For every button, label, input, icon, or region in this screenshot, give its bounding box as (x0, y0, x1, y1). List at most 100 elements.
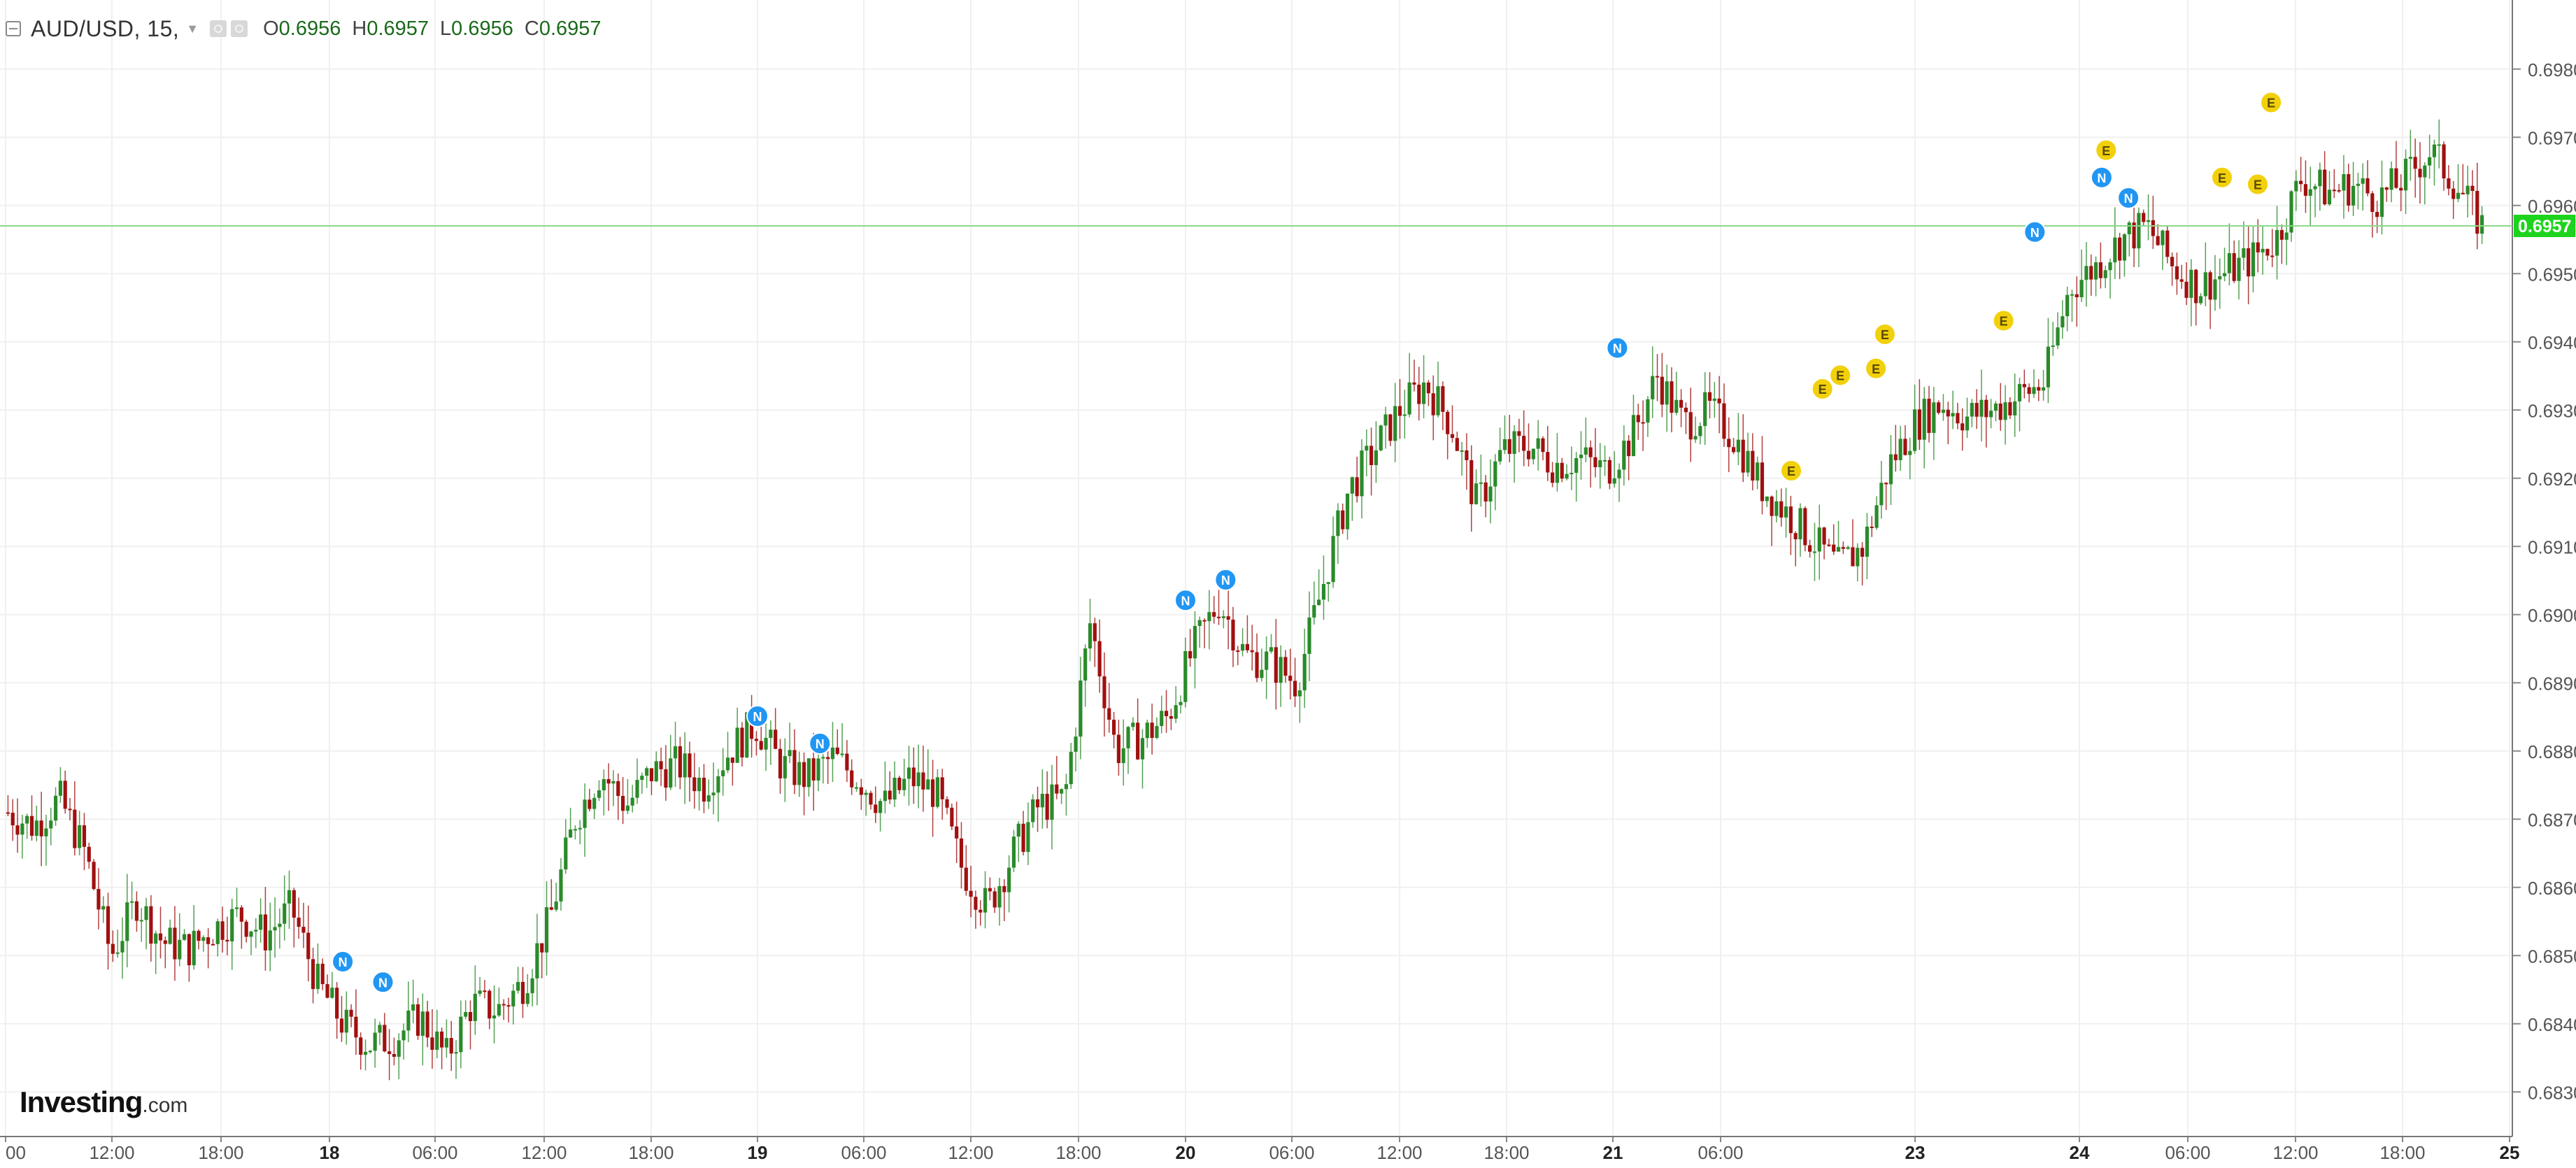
economic-event-icon[interactable] (1873, 323, 1896, 346)
candle-body (864, 792, 868, 795)
candle-body (2275, 229, 2279, 256)
economic-event-icon[interactable] (1992, 309, 2015, 332)
candle-body (53, 795, 58, 821)
candle-body (292, 890, 296, 918)
news-event-icon[interactable] (2117, 187, 2140, 209)
economic-event-icon[interactable] (1865, 357, 1888, 380)
candle-body (1288, 676, 1293, 681)
candle-body (10, 813, 15, 826)
settings-icon[interactable] (210, 20, 227, 37)
candle-body (254, 930, 258, 932)
candle-body (2227, 252, 2231, 273)
economic-event-icon[interactable] (2260, 91, 2283, 114)
candle-body (29, 816, 34, 836)
candle-body (2242, 248, 2246, 258)
candle-body (721, 770, 725, 776)
candle-body (2270, 255, 2275, 257)
candle-body (49, 820, 53, 829)
chevron-down-icon[interactable]: ▼ (186, 21, 199, 36)
candle-body (501, 1004, 506, 1006)
candle-body (520, 981, 525, 1004)
current-price-label: 0.6957 (2518, 217, 2571, 236)
economic-event-icon[interactable] (2211, 166, 2233, 189)
candle-body (1140, 738, 1145, 760)
candle-body (1774, 501, 1779, 516)
news-event-icon[interactable] (2023, 220, 2047, 243)
candle-body (840, 753, 844, 755)
symbol-label[interactable]: AUD/USD, 15, (31, 15, 180, 41)
candle-body (330, 988, 334, 998)
candle-body (449, 1038, 453, 1054)
candle-body (492, 1015, 497, 1019)
candle-body (130, 901, 134, 903)
candle-body (649, 768, 654, 782)
economic-event-icon-letter: E (1787, 464, 1795, 478)
candle-body (2108, 262, 2112, 271)
economic-event-icon[interactable] (1829, 364, 1852, 387)
candle-body (115, 952, 120, 954)
candle-body (1188, 650, 1193, 659)
candle-body (1808, 545, 1812, 552)
news-event-icon[interactable] (809, 732, 832, 755)
candle-body (888, 790, 892, 800)
candle-body (2318, 169, 2322, 187)
candle-body (792, 750, 797, 785)
candle-body (1174, 705, 1178, 719)
news-event-icon[interactable] (2090, 166, 2113, 189)
candle-body (206, 937, 211, 944)
candle-body (2261, 248, 2265, 252)
candle-body (1245, 643, 1249, 650)
candle-body (430, 1037, 434, 1050)
candle-body (816, 758, 820, 781)
candle-body (1250, 650, 1254, 653)
candle-body (354, 1016, 358, 1038)
candle-body (73, 809, 77, 848)
candle-body (1674, 399, 1679, 413)
candle-body (1421, 382, 1426, 404)
candle-body (1331, 536, 1335, 583)
news-event-icon[interactable] (746, 705, 769, 727)
candle-body (549, 907, 553, 910)
candle-body (1984, 399, 1988, 418)
news-event-icon[interactable] (1214, 569, 1237, 591)
candle-body (1307, 617, 1311, 654)
economic-event-icon-letter: E (1836, 369, 1844, 383)
candle-body (2142, 213, 2146, 222)
candle-body (916, 772, 920, 787)
candle-body (1693, 436, 1698, 440)
candle-body (2313, 186, 2317, 190)
x-tick-label: 06:00 (412, 1142, 457, 1163)
hide-icon[interactable] (231, 20, 248, 37)
candle-body (1388, 414, 1393, 441)
x-tick-label: 20 (1176, 1142, 1196, 1163)
economic-event-icon[interactable] (1811, 378, 1834, 400)
candle-body (1574, 458, 1579, 473)
news-event-icon[interactable] (1606, 336, 1629, 359)
candle-body (1937, 402, 1941, 413)
collapse-legend-icon[interactable] (6, 21, 21, 36)
candle-body (201, 937, 206, 941)
candle-body (1622, 441, 1626, 470)
candle-body (2342, 173, 2346, 191)
candle-body (197, 930, 201, 941)
candle-body (373, 1032, 377, 1051)
candle-body (349, 1009, 353, 1017)
candle-body (1979, 399, 1984, 417)
economic-event-icon[interactable] (1780, 460, 1802, 482)
candle-body (1784, 506, 1788, 518)
candle-body (383, 1025, 387, 1052)
news-event-icon[interactable] (1174, 589, 1197, 612)
candle-body (735, 727, 739, 763)
candle-body (1731, 447, 1736, 453)
candle-body (1588, 447, 1593, 457)
news-event-icon[interactable] (332, 950, 355, 973)
economic-event-icon[interactable] (2095, 138, 2118, 162)
candle-body (1293, 681, 1297, 697)
economic-event-icon[interactable] (2247, 173, 2269, 196)
news-event-icon[interactable] (371, 971, 394, 994)
candle-body (173, 927, 177, 960)
candle-body (921, 772, 925, 790)
